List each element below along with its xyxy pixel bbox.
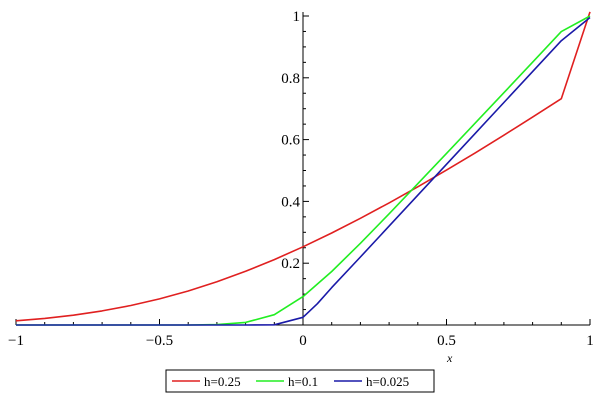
legend-label: h=0.1: [288, 374, 318, 389]
x-axis-label: x: [446, 351, 453, 365]
y-tick-label: 0.2: [281, 256, 300, 272]
legend-box: [165, 369, 435, 393]
series-layer: [15, 11, 591, 326]
legend: h=0.25 h=0.1 h=0.025: [165, 369, 435, 393]
x-tick-label: 0: [299, 333, 307, 349]
x-tick-label: 0.5: [437, 333, 456, 349]
y-tick-label: 1: [293, 9, 301, 25]
axes: −1 −0.5 0 0.5 1 0.2 0.4 0.6 0.8 1: [8, 9, 594, 349]
x-tick-label: −1: [8, 333, 24, 349]
y-tick-label: 0.8: [281, 71, 300, 87]
x-tick-label: 1: [586, 333, 594, 349]
y-tick-label: 0.6: [281, 133, 300, 149]
legend-label: h=0.025: [366, 374, 409, 389]
y-tick-label: 0.4: [281, 194, 300, 210]
series-line-1: [15, 11, 591, 322]
legend-label: h=0.25: [204, 374, 241, 389]
x-tick-label: −0.5: [146, 333, 173, 349]
series-line-3: [16, 16, 591, 326]
